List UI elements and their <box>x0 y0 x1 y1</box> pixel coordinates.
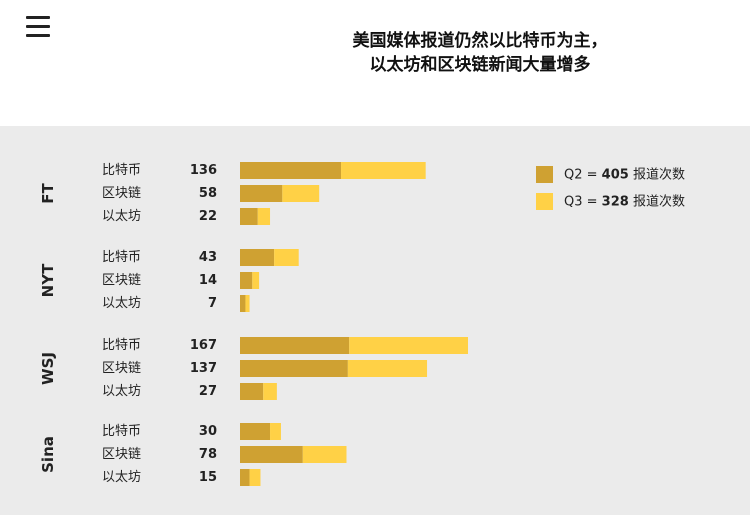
group-label-ft: FT <box>39 182 57 203</box>
bar-q2 <box>240 295 246 312</box>
group-label-sina: Sina <box>39 436 57 473</box>
bar-q2 <box>240 185 283 202</box>
bar-q3 <box>263 383 277 400</box>
hamburger-menu-icon[interactable] <box>26 16 50 38</box>
bar-q2 <box>240 383 264 400</box>
bar-q2 <box>240 469 250 486</box>
stacked-bar-chart: FT 比特币 136 区块链 58 以太坊 22 NYT 比特币 43 区块链 14 以太坊 7 WSJ 比特… <box>39 162 685 486</box>
legend-label-q2: Q2 = 405 报道次数 <box>564 166 685 182</box>
row-total-label: 15 <box>199 470 217 485</box>
row-total-label: 136 <box>190 163 217 178</box>
legend-swatch-q3 <box>536 193 553 210</box>
group-label-nyt: NYT <box>39 263 57 297</box>
row-label: 以太坊 <box>102 384 141 399</box>
chart-title-line-2: 以太坊和区块链新闻大量增多 <box>369 55 591 75</box>
group-label-wsj: WSJ <box>39 352 57 385</box>
bar-q3 <box>282 185 320 202</box>
row-total-label: 78 <box>199 447 217 462</box>
row-total-label: 14 <box>199 273 217 288</box>
row-total-label: 58 <box>199 186 217 201</box>
row-label: 区块链 <box>102 361 141 376</box>
row-total-label: 27 <box>199 384 217 399</box>
row-label: 以太坊 <box>102 209 141 224</box>
row-label: 区块链 <box>102 273 141 288</box>
row-label: 比特币 <box>102 250 141 265</box>
row-total-label: 7 <box>208 296 217 311</box>
row-total-label: 167 <box>190 338 217 353</box>
row-label: 区块链 <box>102 447 141 462</box>
row-total-label: 30 <box>199 424 217 439</box>
bar-q2 <box>240 272 253 289</box>
bar-q2 <box>240 208 258 225</box>
bar-q3 <box>249 469 261 486</box>
bar-q3 <box>257 208 271 225</box>
row-total-label: 137 <box>190 361 217 376</box>
bar-q2 <box>240 249 275 266</box>
bar-q2 <box>240 337 350 354</box>
bar-q3 <box>341 162 426 179</box>
bar-q3 <box>252 272 260 289</box>
row-label: 区块链 <box>102 186 141 201</box>
bar-q3 <box>347 360 428 377</box>
row-label: 比特币 <box>102 424 141 439</box>
bar-q2 <box>240 360 348 377</box>
row-total-label: 22 <box>199 209 217 224</box>
bar-q2 <box>240 423 271 440</box>
bar-q3 <box>349 337 468 354</box>
bar-q2 <box>240 162 342 179</box>
row-label: 以太坊 <box>102 470 141 485</box>
row-label: 以太坊 <box>102 296 141 311</box>
chart-title-line-1: 美国媒体报道仍然以比特币为主， <box>352 31 608 51</box>
row-label: 比特币 <box>102 163 141 178</box>
chart-panel: FT 比特币 136 区块链 58 以太坊 22 NYT 比特币 43 区块链 14 以太坊 7 WSJ 比特… <box>0 126 750 515</box>
bar-q3 <box>274 249 299 266</box>
row-label: 比特币 <box>102 338 141 353</box>
row-total-label: 43 <box>199 250 217 265</box>
bar-q3 <box>245 295 250 312</box>
bar-q3 <box>302 446 347 463</box>
legend-label-q3: Q3 = 328 报道次数 <box>564 193 685 209</box>
bar-q3 <box>270 423 281 440</box>
bar-q2 <box>240 446 303 463</box>
legend-swatch-q2 <box>536 166 553 183</box>
